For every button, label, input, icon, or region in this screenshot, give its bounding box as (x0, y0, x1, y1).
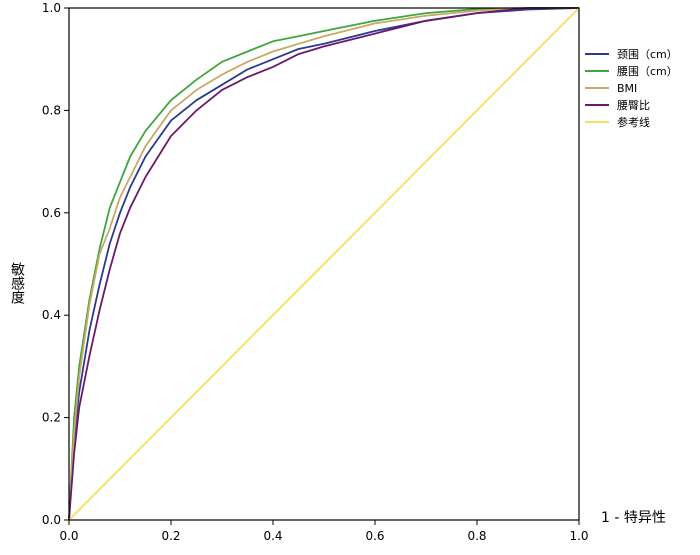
x-tick-label: 0.0 (59, 529, 78, 543)
plot-frame (68, 7, 580, 521)
legend-label-3: 腰臀比 (617, 99, 650, 112)
y-tick-label: 1.0 (42, 1, 61, 15)
legend-label-0: 颈围（cm） (617, 48, 678, 61)
series-line-3 (68, 7, 579, 521)
series-line-2 (68, 7, 579, 521)
series-line-1 (68, 7, 579, 521)
x-axis-label: 1 - 特异性 (601, 510, 666, 526)
x-tick-label: 0.8 (467, 529, 486, 543)
series-line-4 (68, 7, 580, 521)
x-tick-label: 1.0 (569, 529, 588, 543)
y-tick-label: 0.0 (42, 513, 61, 527)
x-tick-label: 0.6 (365, 529, 384, 543)
y-tick-label: 0.4 (42, 308, 61, 322)
x-tick-label: 0.2 (161, 529, 180, 543)
y-tick-label: 0.6 (42, 206, 61, 220)
legend-label-1: 腰围（cm） (617, 65, 678, 78)
y-tick-label: 0.2 (42, 411, 61, 425)
y-axis-label: 敏感度 (9, 262, 25, 304)
y-tick-label: 0.8 (42, 103, 61, 117)
legend-label-4: 参考线 (617, 115, 650, 129)
legend-label-2: BMI (617, 82, 637, 95)
x-tick-label: 0.4 (263, 529, 282, 543)
